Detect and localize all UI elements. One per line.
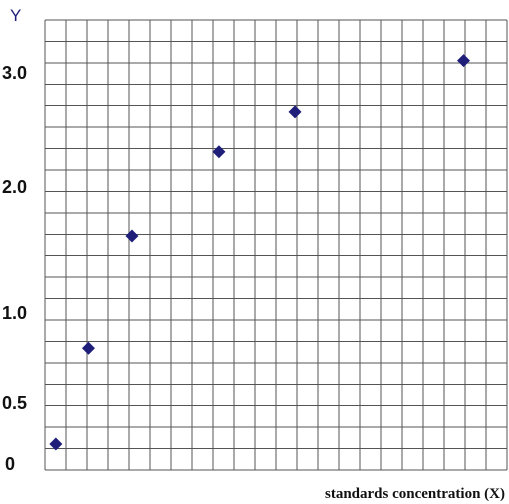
x-axis-label: standards concentration (X)	[325, 486, 505, 502]
y-tick-label-1: 1.0	[2, 303, 27, 323]
y-tick-label-3: 3.0	[2, 63, 27, 83]
data-point-4	[212, 145, 226, 159]
data-point-5	[288, 105, 302, 119]
y-tick-label-0: 0	[5, 454, 15, 474]
data-points	[49, 54, 471, 451]
y-tick-label-0-5: 0.5	[2, 393, 27, 413]
y-tick-label-2: 2.0	[2, 177, 27, 197]
data-point-1	[49, 437, 63, 451]
data-point-6	[457, 54, 471, 68]
grid	[44, 19, 508, 471]
data-point-2	[81, 341, 95, 355]
y-axis-label: Y	[10, 6, 21, 25]
data-point-3	[125, 229, 139, 243]
